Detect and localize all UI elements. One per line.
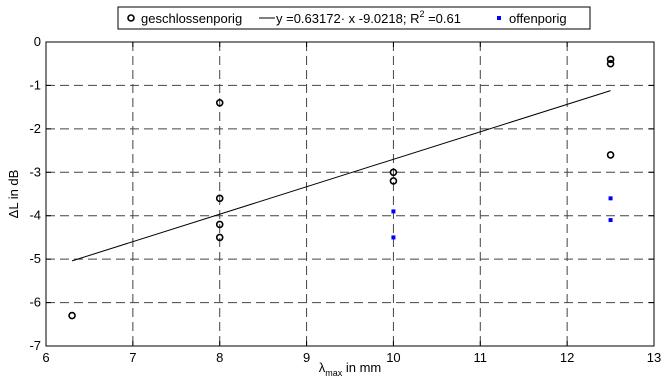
x-tick-label: 11 bbox=[474, 350, 488, 365]
point-geschlossenporig bbox=[389, 177, 398, 185]
data-marks bbox=[68, 55, 615, 320]
legend-square-marker bbox=[497, 16, 501, 20]
point-geschlossenporig bbox=[215, 220, 224, 229]
y-tick-label: -7 bbox=[29, 338, 41, 353]
y-tick-label: -5 bbox=[29, 251, 41, 266]
point-offenporig bbox=[391, 235, 396, 240]
y-tick-label: -1 bbox=[29, 77, 41, 92]
point-offenporig bbox=[391, 209, 396, 214]
x-axis-label-sub: max bbox=[325, 368, 343, 378]
legend-box bbox=[117, 6, 591, 30]
x-tick-label: 7 bbox=[129, 350, 136, 365]
fit-line bbox=[71, 90, 611, 262]
point-geschlossenporig bbox=[215, 194, 224, 203]
legend-fit-sup: 2 bbox=[419, 9, 424, 19]
point-offenporig bbox=[608, 196, 613, 201]
point-geschlossenporig bbox=[389, 168, 398, 177]
y-tick-label: -2 bbox=[29, 121, 41, 136]
legend-circle-marker bbox=[127, 14, 135, 22]
y-tick-label: -4 bbox=[29, 208, 41, 223]
point-geschlossenporig bbox=[606, 151, 615, 159]
point-geschlossenporig bbox=[215, 233, 224, 242]
legend-label-offenporig: offenporig bbox=[509, 11, 567, 26]
gridlines bbox=[46, 42, 654, 346]
point-geschlossenporig bbox=[215, 99, 224, 107]
legend: geschlossenporig y =0.63172· x -9.0218; … bbox=[117, 6, 591, 30]
x-tick-label: 6 bbox=[42, 350, 49, 365]
x-tick-label: 8 bbox=[216, 350, 223, 365]
x-tick-label: 13 bbox=[647, 350, 661, 365]
y-axis-label: ΔL in dB bbox=[6, 170, 21, 219]
legend-fit-prefix: y =0.63172· x -9.0218; R bbox=[276, 11, 419, 26]
point-geschlossenporig bbox=[68, 311, 76, 320]
x-axis-label-main: λ bbox=[319, 360, 326, 375]
x-tick-label: 12 bbox=[560, 350, 574, 365]
x-axis-label-rest: in mm bbox=[342, 360, 381, 375]
x-axis-label: λmax in mm bbox=[319, 360, 382, 378]
x-tick-label: 9 bbox=[303, 350, 310, 365]
legend-label-fit: y =0.63172· x -9.0218; R2 =0.61 bbox=[276, 9, 461, 26]
axis-ticks: 6 7 8 9 10 11 12 13 0 -1 -2 -3 -4 -5 -6 -7 bbox=[29, 34, 661, 365]
legend-label-geschlossenporig: geschlossenporig bbox=[141, 11, 242, 26]
plot-frame bbox=[45, 41, 655, 347]
legend-fit-suffix: =0.61 bbox=[424, 11, 461, 26]
y-tick-label: 0 bbox=[34, 34, 41, 49]
y-tick-label: -6 bbox=[29, 295, 41, 310]
y-tick-label: -3 bbox=[29, 164, 41, 179]
point-geschlossenporig bbox=[606, 55, 615, 64]
x-tick-label: 10 bbox=[386, 350, 400, 365]
point-geschlossenporig bbox=[606, 59, 615, 68]
point-offenporig bbox=[608, 218, 613, 223]
